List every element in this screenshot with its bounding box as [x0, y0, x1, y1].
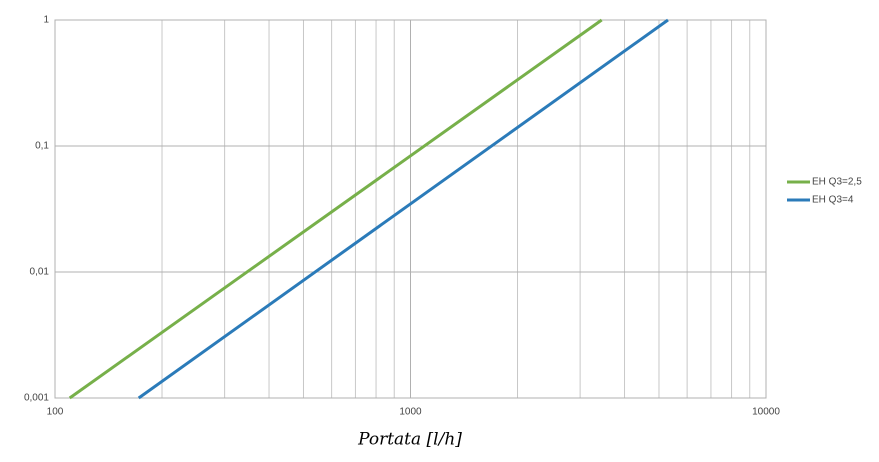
series-line	[137, 18, 669, 400]
plot-frame	[54, 19, 767, 399]
y-tick-label: 0,1	[35, 141, 49, 152]
legend-label: EH Q3=2,5	[812, 177, 862, 188]
x-tick-label: 100	[47, 407, 64, 418]
legend-label: EH Q3=4	[812, 195, 854, 206]
y-tick-label: 0,001	[24, 393, 49, 404]
y-tick-label: 1	[43, 15, 49, 26]
x-tick-label: 10000	[752, 407, 780, 418]
series-line	[68, 18, 603, 400]
x-tick-label: 1000	[399, 407, 422, 418]
x-axis-label: Portata [l/h]	[357, 430, 462, 450]
y-tick-label: 0,01	[30, 267, 50, 278]
